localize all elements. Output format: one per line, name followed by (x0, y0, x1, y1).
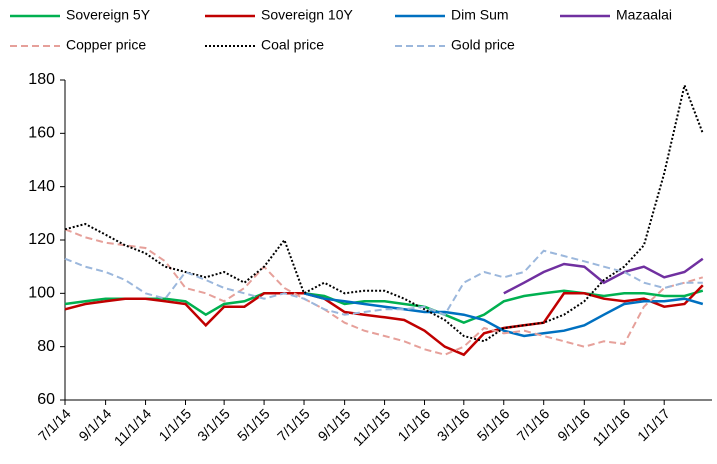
x-tick-label: 11/1/14 (111, 405, 155, 449)
line-series (64, 284, 704, 357)
legend-label: Dim Sum (451, 7, 509, 23)
y-tick-label: 140 (28, 178, 55, 195)
y-tick-label: 60 (37, 391, 55, 408)
legend-label: Sovereign 10Y (261, 7, 354, 23)
line-series (503, 257, 704, 295)
x-tick-label: 11/1/15 (350, 405, 394, 449)
x-tick-label: 7/1/14 (35, 405, 74, 444)
y-tick-label: 180 (28, 71, 55, 88)
legend-label: Sovereign 5Y (66, 7, 151, 23)
x-tick-label: 1/1/16 (394, 405, 433, 444)
x-tick-label: 9/1/16 (554, 405, 593, 444)
line-series (64, 81, 704, 343)
y-tick-label: 100 (28, 285, 55, 302)
y-tick-label: 120 (28, 231, 55, 248)
x-tick-label: 3/1/16 (434, 405, 473, 444)
x-tick-label: 5/1/16 (474, 405, 513, 444)
legend-label: Coal price (261, 37, 324, 53)
line-series (64, 289, 704, 325)
x-tick-label: 9/1/15 (315, 405, 354, 444)
line-series (64, 228, 704, 356)
y-tick-label: 160 (28, 125, 55, 142)
legend-label: Mazaalai (616, 7, 672, 23)
x-tick-label: 7/1/15 (274, 405, 313, 444)
x-tick-label: 3/1/15 (194, 405, 233, 444)
x-tick-label: 1/1/17 (634, 405, 673, 444)
x-tick-label: 5/1/15 (234, 405, 273, 444)
x-tick-label: 9/1/14 (75, 405, 114, 444)
x-tick-label: 1/1/15 (155, 405, 194, 444)
line-series (64, 249, 703, 316)
y-tick-label: 80 (37, 338, 55, 355)
line-series (303, 292, 704, 338)
x-tick-label: 11/1/16 (589, 405, 633, 449)
legend-label: Copper price (66, 37, 146, 53)
x-tick-label: 7/1/16 (514, 405, 553, 444)
legend-label: Gold price (451, 37, 515, 53)
